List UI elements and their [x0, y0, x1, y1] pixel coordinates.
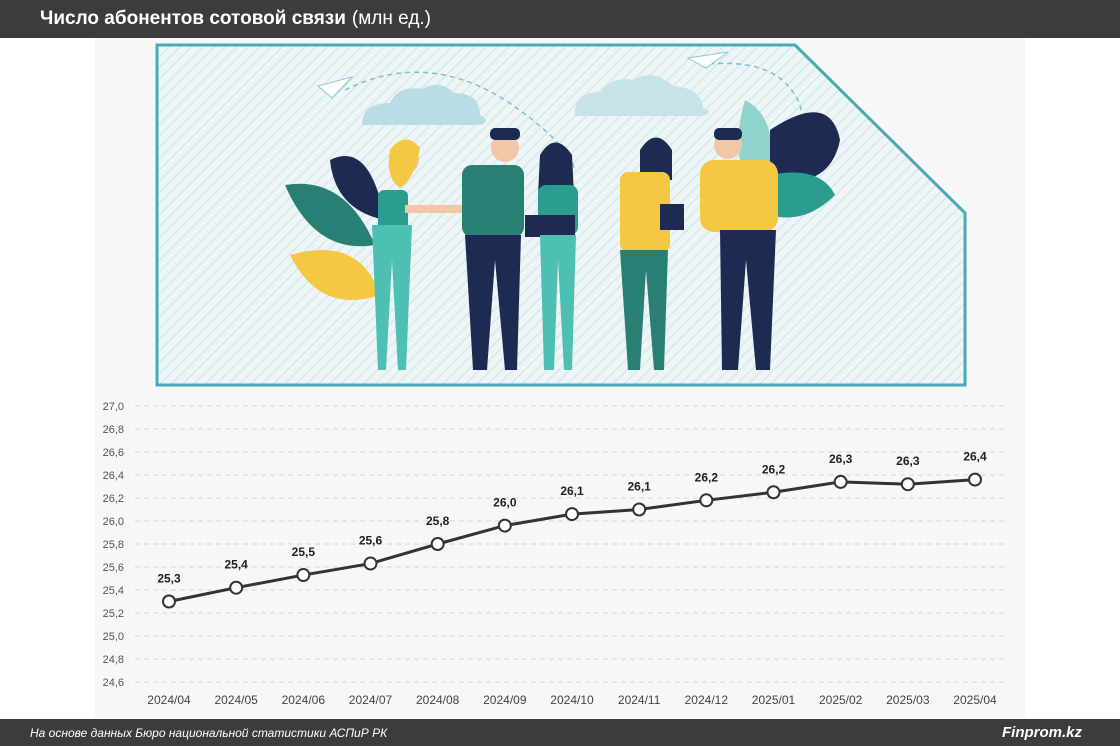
data-label: 25,4 [224, 558, 248, 572]
y-tick-label: 27,0 [103, 401, 124, 413]
x-tick-label: 2025/03 [886, 693, 930, 707]
cloud-left-icon [362, 84, 486, 125]
data-label: 26,0 [493, 496, 517, 510]
x-tick-label: 2024/10 [550, 693, 594, 707]
data-point [162, 594, 176, 609]
data-label: 25,6 [359, 534, 383, 548]
x-axis-ticks: 2024/04 2024/05 2024/06 2024/07 2024/08 2024/… [147, 693, 997, 707]
y-tick-label: 26,6 [103, 447, 124, 459]
data-point [565, 507, 579, 522]
header-bar: Число абонентов сотовой связи (млн ед.) [0, 0, 1120, 38]
chart-title: Число абонентов сотовой связи [40, 8, 346, 29]
x-tick-label: 2024/04 [147, 693, 191, 707]
y-tick-label: 26,2 [103, 493, 124, 505]
x-tick-label: 2025/04 [953, 693, 997, 707]
data-label: 26,3 [829, 452, 853, 466]
y-tick-label: 25,4 [103, 585, 124, 597]
source-note: На основе данных Бюро национальной стати… [30, 725, 388, 740]
x-tick-label: 2024/09 [483, 693, 527, 707]
data-point [632, 502, 647, 517]
data-point [699, 493, 714, 508]
data-label: 26,1 [627, 480, 651, 494]
y-tick-label: 25,0 [103, 631, 124, 643]
data-labels: 25,3 25,4 25,5 25,6 25,8 26,0 26,1 26,1 26,2 26,2… [157, 450, 987, 586]
data-point [229, 580, 244, 595]
y-tick-label: 25,6 [103, 562, 124, 574]
paper-plane-icon [316, 76, 354, 99]
data-point [363, 556, 378, 571]
y-tick-label: 26,8 [103, 424, 124, 436]
data-point [296, 568, 311, 583]
x-tick-label: 2024/06 [282, 693, 326, 707]
cloud-right-icon [575, 75, 709, 116]
y-tick-label: 24,6 [103, 677, 124, 689]
x-tick-label: 2024/08 [416, 693, 460, 707]
data-point [900, 477, 915, 492]
data-label: 26,4 [963, 450, 987, 464]
gridlines [135, 405, 1005, 683]
brand-logo: Finprom.kz [1001, 724, 1082, 741]
data-point [766, 485, 781, 500]
paper-plane-icon [686, 51, 729, 69]
data-label: 25,8 [426, 514, 450, 528]
y-tick-label: 25,8 [103, 539, 124, 551]
x-tick-label: 2025/02 [819, 693, 863, 707]
x-tick-label: 2024/07 [349, 693, 393, 707]
data-label: 25,3 [157, 572, 181, 586]
data-label: 26,2 [695, 470, 719, 484]
y-tick-label: 26,0 [103, 516, 124, 528]
data-label: 26,3 [896, 454, 920, 468]
x-tick-label: 2024/12 [685, 693, 729, 707]
y-axis-ticks: 27,0 26,8 26,6 26,4 26,2 26,0 25,8 25,6 25,4 25,2… [103, 401, 124, 689]
data-label: 25,5 [292, 545, 316, 559]
data-label: 26,2 [762, 462, 786, 476]
y-tick-label: 24,8 [103, 654, 124, 666]
data-label: 26,1 [560, 484, 584, 498]
data-point [968, 472, 982, 487]
x-tick-label: 2024/11 [618, 693, 661, 707]
y-tick-label: 26,4 [103, 470, 124, 482]
data-markers [162, 472, 982, 609]
x-tick-label: 2025/01 [752, 693, 796, 707]
data-point [833, 474, 848, 489]
chart-unit: (млн ед.) [351, 8, 432, 29]
y-tick-label: 25,2 [103, 608, 124, 620]
data-point [497, 518, 512, 533]
footer-bar: На основе данных Бюро национальной стати… [0, 719, 1120, 746]
data-point [430, 537, 445, 551]
x-tick-label: 2024/05 [214, 693, 258, 707]
